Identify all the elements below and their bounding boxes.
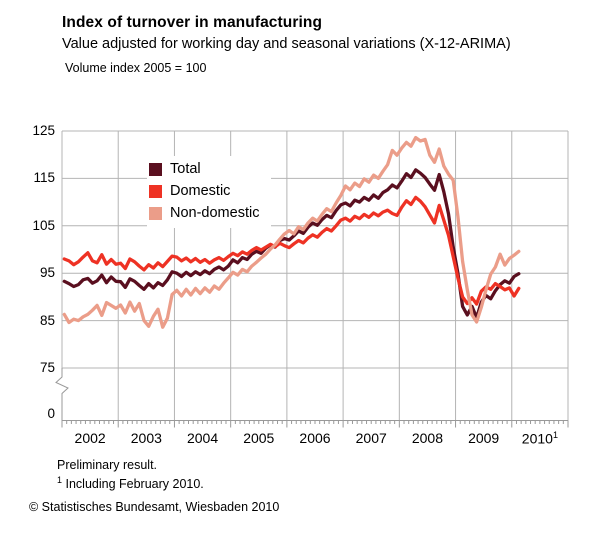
footnote-1: 1 Including February 2010. — [57, 475, 204, 491]
chart-subtitle: Value adjusted for working day and seaso… — [62, 36, 511, 52]
index-base-note: Volume index 2005 = 100 — [65, 61, 207, 75]
x-tick-label: 2005 — [243, 430, 275, 446]
x-tick-label: 2004 — [186, 430, 219, 446]
legend-item-total: Total — [149, 158, 259, 180]
copyright-note: © Statistisches Bundesamt, Wiesbaden 201… — [29, 500, 280, 514]
page-title: Index of turnover in manufacturing — [62, 14, 323, 31]
y-tick-label: 75 — [39, 360, 55, 375]
footnote-1-text: Including February 2010. — [62, 477, 204, 492]
footnote-1-sup: 1 — [57, 475, 63, 485]
y-tick-label: 105 — [32, 217, 55, 233]
y-tick-label: 95 — [39, 265, 55, 281]
x-tick-label: 2006 — [299, 430, 331, 446]
legend-label-non-domestic: Non-domestic — [170, 205, 260, 221]
legend-swatch-total-icon — [149, 162, 162, 176]
legend-label-domestic: Domestic — [170, 183, 231, 199]
x-tick-label: 2002 — [74, 430, 106, 446]
legend-swatch-non-domestic-icon — [149, 206, 162, 220]
legend-label-total: Total — [170, 161, 201, 177]
y-tick-label: 115 — [33, 170, 55, 186]
legend-item-domestic: Domestic — [149, 180, 259, 202]
y-tick-label: 85 — [39, 312, 55, 328]
x-tick-label: 2009 — [468, 430, 500, 446]
x-tick-label: 20101 — [521, 430, 558, 447]
x-tick-label: 2003 — [130, 430, 162, 446]
x-tick-label: 2007 — [355, 430, 387, 446]
x-tick-label: 2008 — [411, 430, 444, 446]
y-tick-label-zero: 0 — [47, 406, 55, 421]
chart-legend: Total Domestic Non-domestic — [147, 156, 272, 228]
preliminary-note: Preliminary result. — [57, 458, 158, 472]
y-tick-label: 125 — [32, 123, 55, 138]
legend-swatch-domestic-icon — [149, 184, 162, 198]
legend-item-non-domestic: Non-domestic — [149, 202, 259, 224]
